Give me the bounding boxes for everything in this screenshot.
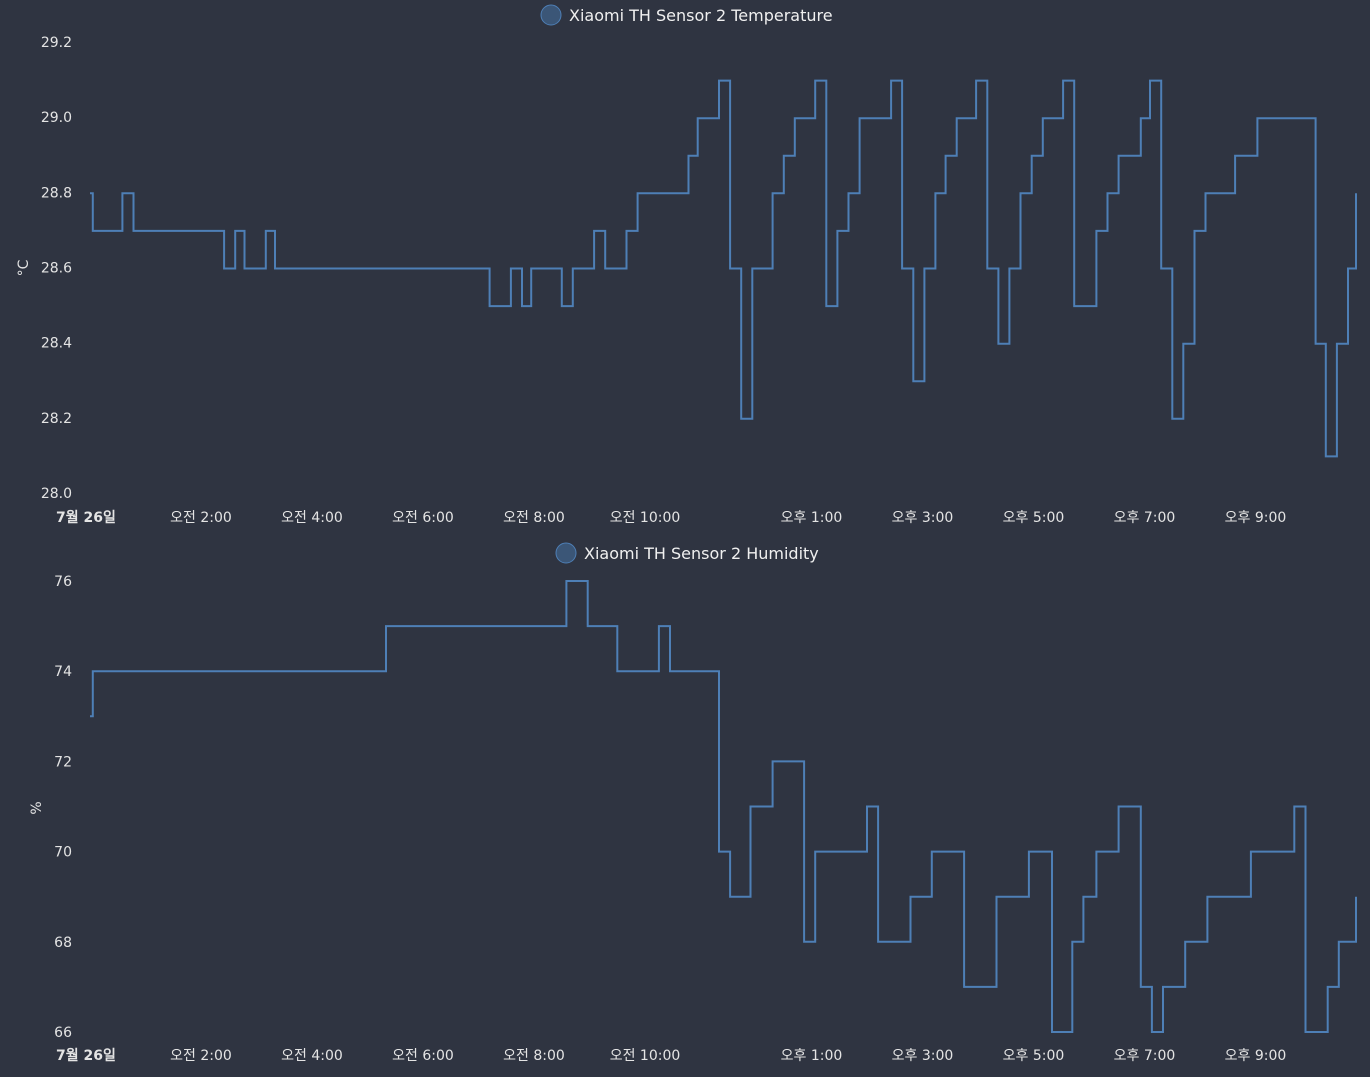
y-tick-label: 28.0 bbox=[41, 486, 72, 502]
y-tick-label: 72 bbox=[54, 754, 72, 770]
legend-dot-icon[interactable] bbox=[555, 542, 577, 564]
x-tick-label: 오후 7:00 bbox=[1114, 510, 1176, 526]
x-tick-label: 오후 3:00 bbox=[892, 510, 954, 526]
x-axis-ticks: 7월 26일 오전 2:00 오전 4:00 오전 6:00 오전 8:00 오전 10:… bbox=[56, 509, 1286, 526]
x-tick-label: 7월 26일 bbox=[56, 1047, 116, 1064]
x-tick-label: 오후 9:00 bbox=[1225, 510, 1287, 526]
x-axis-ticks: 7월 26일 오전 2:00 오전 4:00 오전 6:00 오전 8:00 오전 10:… bbox=[56, 1047, 1286, 1064]
legend-dot-icon[interactable] bbox=[540, 4, 562, 26]
y-tick-label: 29.0 bbox=[41, 110, 72, 126]
y-tick-label: 70 bbox=[54, 845, 72, 861]
humidity-series-line[interactable] bbox=[90, 580, 1357, 1033]
x-tick-label: 오후 5:00 bbox=[1003, 1048, 1065, 1064]
y-tick-label: 28.4 bbox=[41, 336, 72, 352]
x-tick-label: 오전 6:00 bbox=[392, 510, 454, 526]
y-axis-ticks: 66 68 70 72 74 76 bbox=[54, 574, 72, 1041]
y-tick-label: 66 bbox=[54, 1025, 72, 1041]
x-tick-label: 오후 5:00 bbox=[1003, 510, 1065, 526]
x-tick-label: 오후 3:00 bbox=[892, 1048, 954, 1064]
temperature-chart: Xiaomi TH Sensor 2 Temperature °C 28.0 28… bbox=[0, 0, 1370, 538]
humidity-chart: Xiaomi TH Sensor 2 Humidity % 66 68 70 72 74… bbox=[0, 538, 1370, 1077]
x-tick-label: 오전 6:00 bbox=[392, 1048, 454, 1064]
y-axis-unit: °C bbox=[16, 259, 32, 276]
x-tick-label: 오전 8:00 bbox=[503, 1048, 565, 1064]
x-tick-label: 오후 7:00 bbox=[1114, 1048, 1176, 1064]
y-axis-unit: % bbox=[29, 801, 45, 814]
x-tick-label: 오전 10:00 bbox=[610, 1048, 681, 1064]
x-tick-label: 오전 4:00 bbox=[281, 510, 343, 526]
y-tick-label: 28.6 bbox=[41, 261, 72, 277]
y-tick-label: 68 bbox=[54, 935, 72, 951]
legend-label[interactable]: Xiaomi TH Sensor 2 Temperature bbox=[569, 6, 833, 25]
y-axis-ticks: 28.0 28.2 28.4 28.6 28.8 29.0 29.2 bbox=[41, 35, 72, 502]
x-tick-label: 오전 2:00 bbox=[170, 510, 232, 526]
y-tick-label: 76 bbox=[54, 574, 72, 590]
x-tick-label: 오후 1:00 bbox=[781, 1048, 843, 1064]
x-tick-label: 오후 9:00 bbox=[1225, 1048, 1287, 1064]
x-tick-label: 오후 1:00 bbox=[781, 510, 843, 526]
x-tick-label: 오전 8:00 bbox=[503, 510, 565, 526]
x-tick-label: 오전 4:00 bbox=[281, 1048, 343, 1064]
temperature-chart-svg: Xiaomi TH Sensor 2 Temperature °C 28.028… bbox=[16, 4, 1357, 526]
x-tick-label: 오전 2:00 bbox=[170, 1048, 232, 1064]
y-tick-label: 29.2 bbox=[41, 35, 72, 51]
temperature-series-line[interactable] bbox=[90, 79, 1357, 458]
y-tick-label: 28.8 bbox=[41, 185, 72, 201]
humidity-chart-svg: Xiaomi TH Sensor 2 Humidity % 66 68 70 72 74… bbox=[29, 542, 1357, 1064]
legend-label[interactable]: Xiaomi TH Sensor 2 Humidity bbox=[584, 544, 819, 563]
y-tick-label: 74 bbox=[54, 664, 72, 680]
y-tick-label: 28.2 bbox=[41, 411, 72, 427]
x-tick-label: 7월 26일 bbox=[56, 509, 116, 526]
x-tick-label: 오전 10:00 bbox=[610, 510, 681, 526]
